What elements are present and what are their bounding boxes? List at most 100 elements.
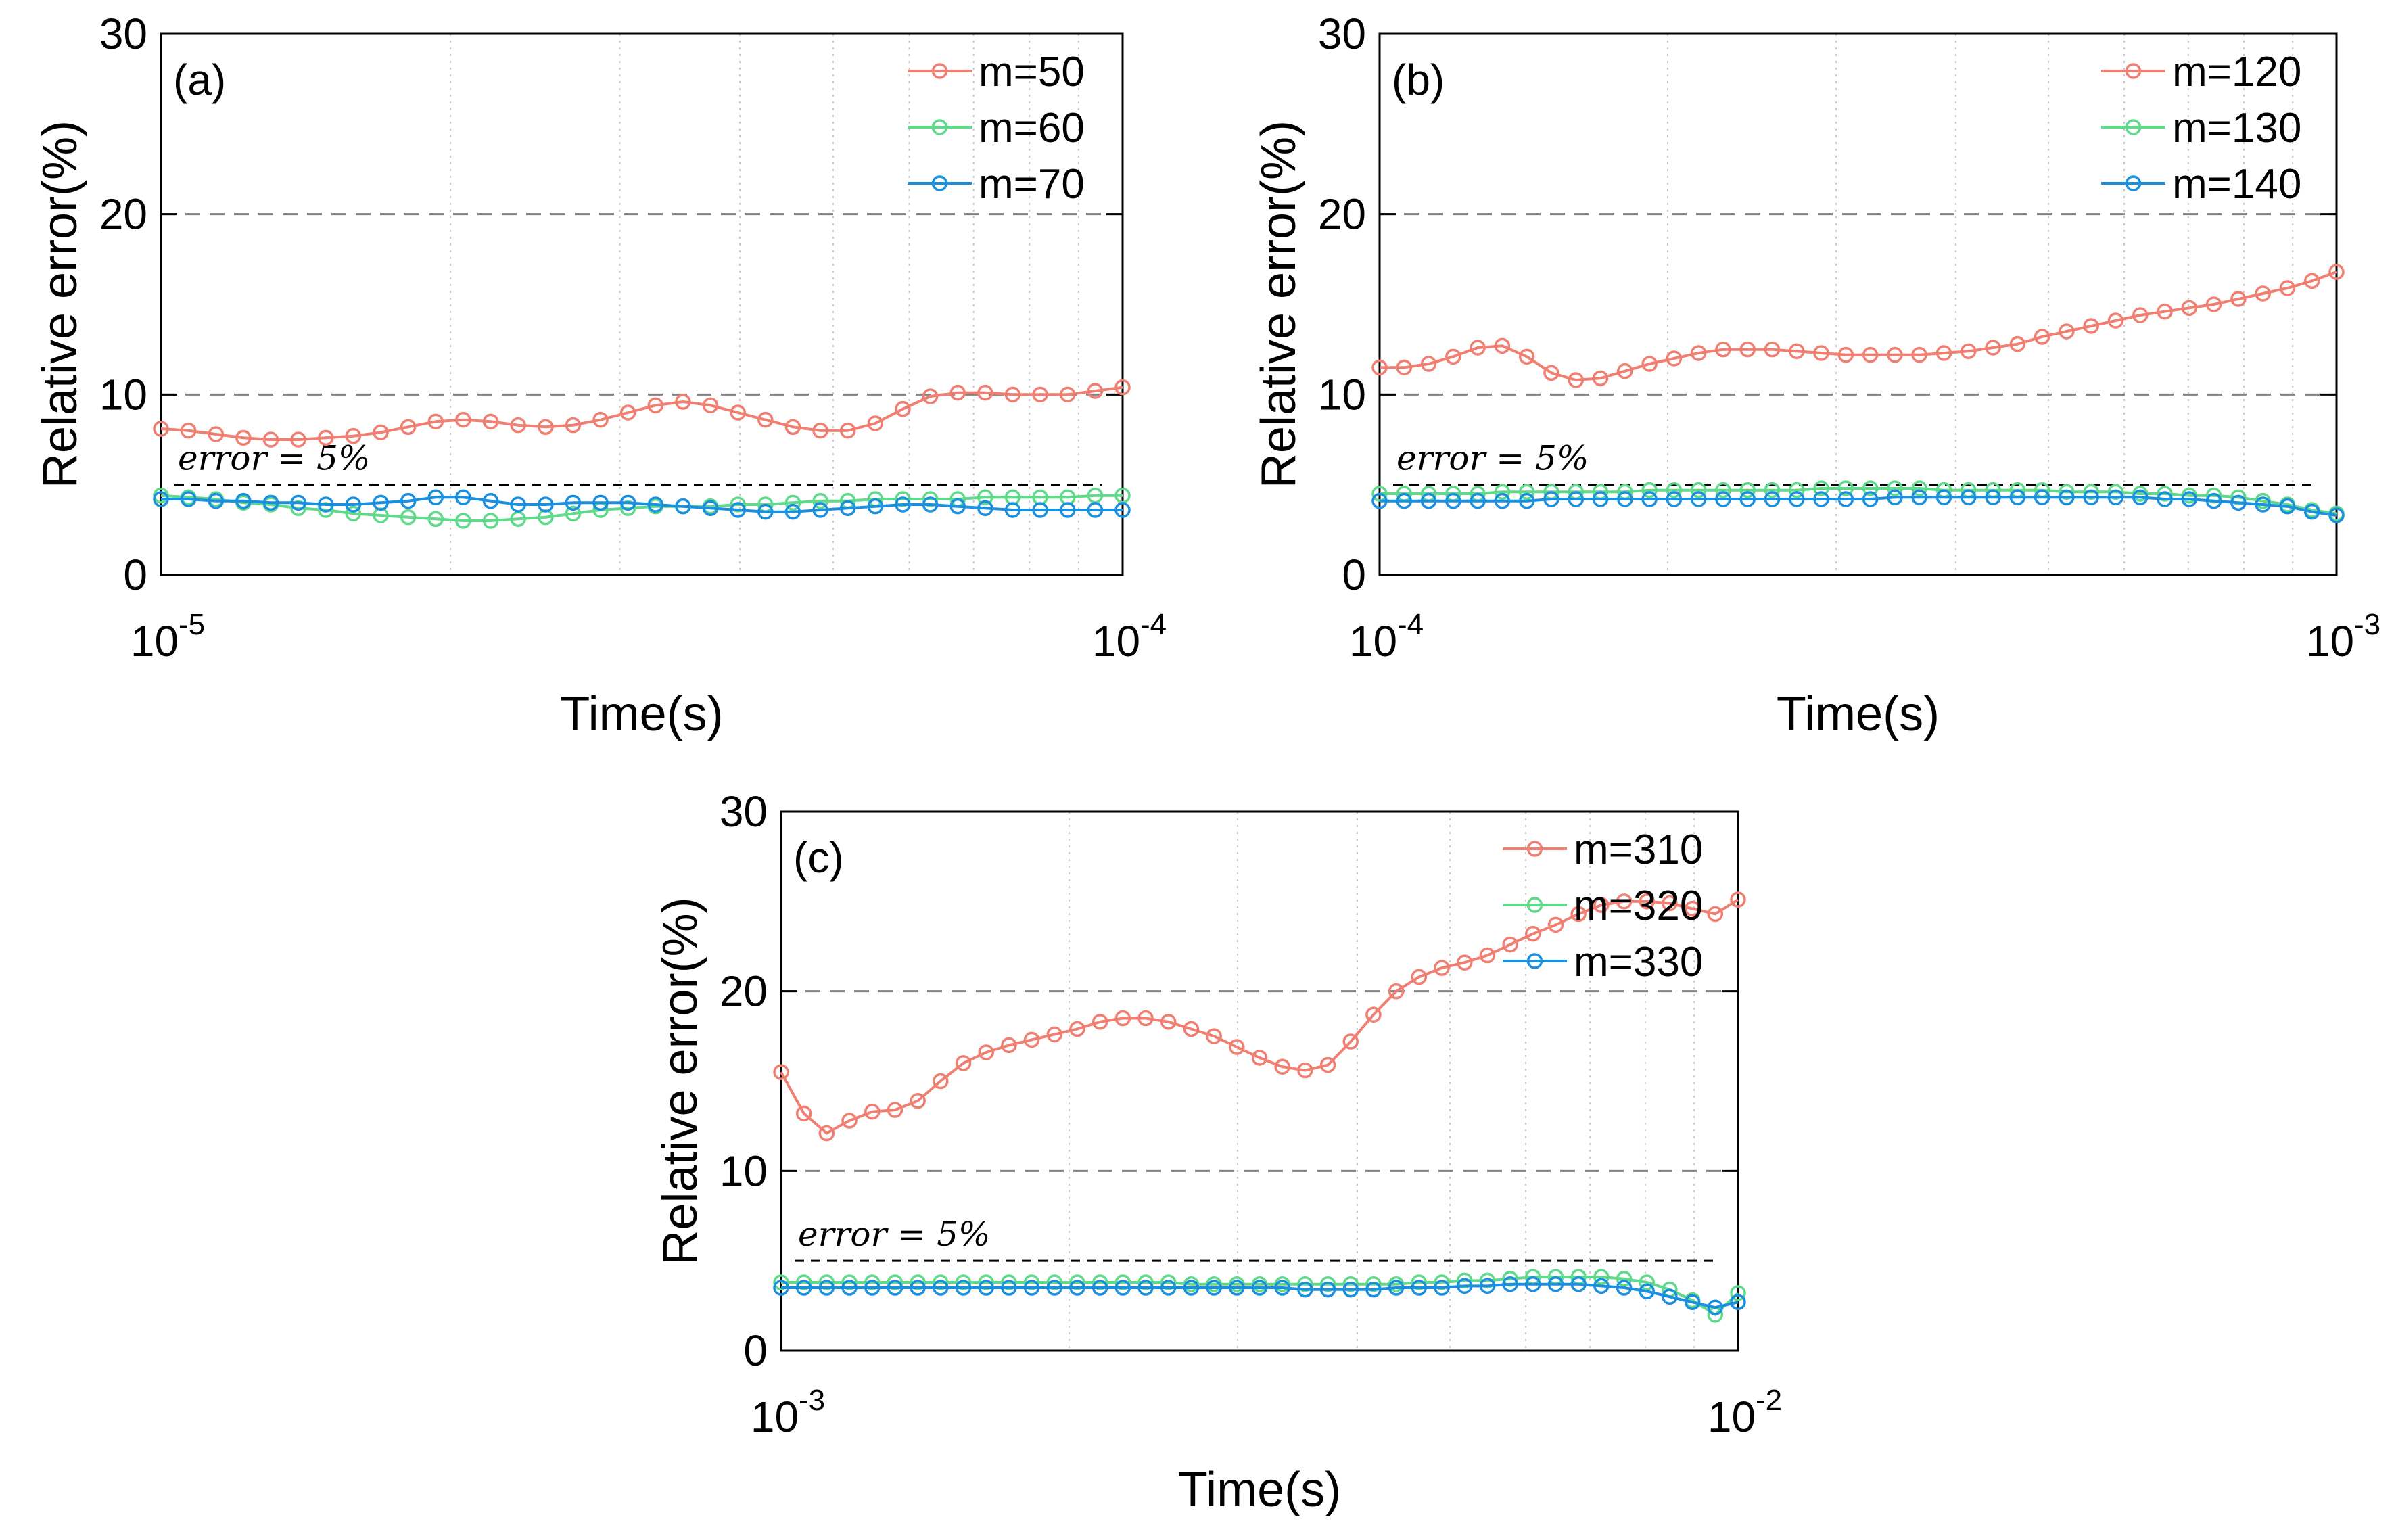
data-point — [1445, 348, 1461, 365]
data-point — [1297, 1281, 1313, 1298]
data-point — [1593, 1278, 1610, 1294]
data-point — [1160, 1274, 1177, 1290]
data-point — [1319, 1281, 1336, 1298]
data-point — [1935, 345, 1952, 361]
data-point — [1479, 1278, 1496, 1294]
data-point — [841, 1113, 858, 1129]
data-point — [1001, 1274, 1017, 1290]
data-point — [1813, 345, 1829, 361]
data-point — [2132, 307, 2149, 323]
data-point — [1593, 897, 1610, 913]
data-point — [565, 494, 582, 511]
data-point — [1666, 491, 1683, 507]
data-point — [933, 1073, 949, 1090]
data-point — [1092, 1280, 1108, 1296]
data-point — [1985, 340, 2001, 356]
data-point — [2107, 489, 2124, 506]
data-point — [510, 496, 526, 513]
data-point — [1616, 1270, 1633, 1287]
data-point — [2132, 489, 2149, 506]
data-point — [1715, 341, 1731, 358]
data-point — [1059, 502, 1076, 518]
data-point — [1420, 356, 1437, 372]
data-point — [208, 492, 225, 509]
data-point — [867, 415, 884, 431]
data-point — [730, 502, 746, 518]
panel-label: (c) — [793, 833, 844, 882]
data-point — [1985, 489, 2001, 506]
data-point — [180, 491, 197, 507]
data-point — [2181, 491, 2198, 507]
data-point — [933, 1274, 949, 1290]
data-point — [2230, 494, 2247, 511]
data-point — [1837, 491, 1854, 507]
data-point — [427, 413, 444, 430]
data-point — [784, 503, 801, 520]
series-line — [781, 1282, 1739, 1309]
data-point — [1456, 954, 1473, 971]
data-point — [1690, 345, 1707, 361]
data-point — [1023, 1280, 1040, 1296]
data-point — [1690, 482, 1707, 498]
data-point — [977, 384, 993, 401]
data-point — [864, 1103, 881, 1120]
data-point — [1813, 480, 1829, 496]
data-point — [1494, 492, 1511, 509]
legend-label: m=70 — [979, 161, 1085, 208]
data-point — [1707, 906, 1724, 923]
data-point — [345, 496, 362, 513]
y-tick-label: 0 — [743, 1326, 768, 1375]
data-point — [1617, 363, 1633, 379]
series-line — [780, 898, 1739, 1135]
data-point — [1494, 337, 1511, 354]
data-point — [2107, 312, 2124, 329]
y-tick-label: 0 — [1342, 551, 1366, 599]
data-point — [290, 494, 306, 511]
data-point — [839, 422, 856, 439]
data-point — [1639, 1283, 1655, 1300]
data-point — [1137, 1280, 1154, 1296]
data-point — [427, 489, 444, 506]
data-point — [1069, 1021, 1085, 1037]
data-point — [1518, 484, 1535, 500]
data-point — [757, 411, 774, 428]
data-point — [1297, 1276, 1313, 1292]
data-point — [1023, 1274, 1040, 1290]
data-point — [784, 494, 801, 511]
legend-label: m=320 — [1574, 883, 1703, 929]
data-point — [1069, 1280, 1085, 1296]
data-point — [1739, 341, 1756, 358]
data-point — [1911, 346, 1927, 363]
data-point — [482, 413, 499, 430]
series-m=50 — [153, 379, 1131, 448]
series-m=310 — [773, 891, 1746, 1142]
data-point — [262, 494, 279, 511]
data-point — [2009, 335, 2026, 352]
data-point — [1046, 1274, 1063, 1290]
x-axis-label: Time(s) — [1178, 1463, 1341, 1517]
data-point — [373, 424, 389, 441]
data-point — [977, 500, 993, 517]
data-point — [841, 1280, 858, 1296]
panel-label: (a) — [173, 55, 226, 104]
data-point — [773, 1064, 789, 1080]
legend-label: m=140 — [2172, 161, 2301, 208]
data-point — [1251, 1280, 1268, 1296]
legend-label: m=330 — [1574, 939, 1703, 985]
data-point — [841, 1274, 858, 1290]
data-point — [1470, 340, 1486, 356]
data-point — [1862, 346, 1879, 363]
data-point — [978, 1280, 994, 1296]
data-point — [2034, 489, 2050, 506]
data-point — [2181, 300, 2198, 317]
data-point — [1547, 916, 1564, 933]
data-point — [455, 513, 471, 529]
data-point — [895, 400, 911, 417]
legend-marker — [2125, 175, 2142, 191]
data-point — [1274, 1280, 1290, 1296]
data-point — [235, 492, 252, 509]
data-point — [1342, 1033, 1359, 1050]
data-point — [1641, 491, 1658, 507]
data-point — [1342, 1276, 1359, 1292]
data-point — [153, 421, 169, 437]
